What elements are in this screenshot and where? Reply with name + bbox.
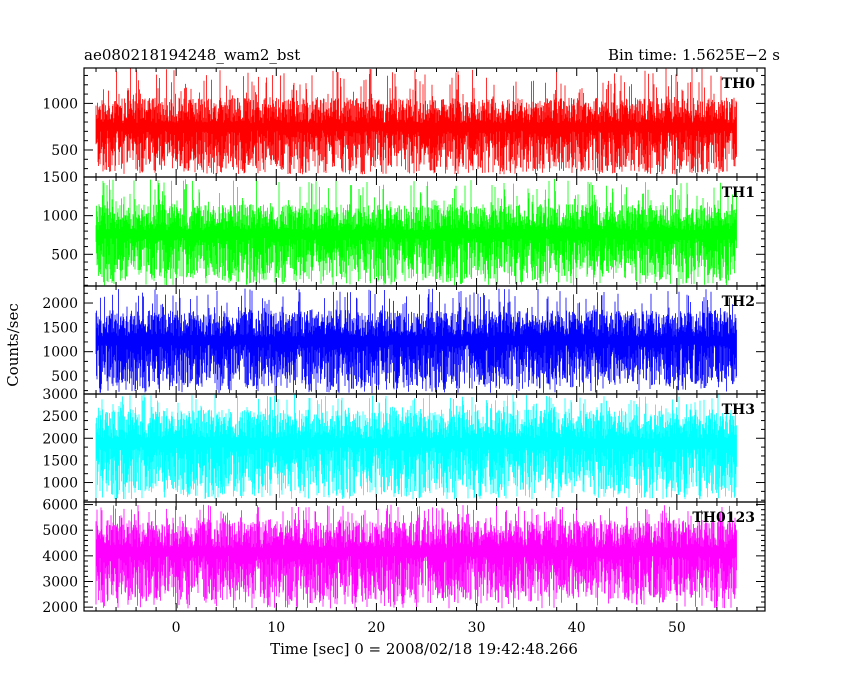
x-axis-label: Time [sec] 0 = 2008/02/18 19:42:48.266	[270, 640, 578, 658]
y-tick-label: 5000	[42, 523, 78, 539]
x-tick-label: 30	[468, 620, 486, 636]
bin-time-label: Bin time: 1.5625E−2 s	[608, 46, 780, 64]
x-tick-labels: 0 10 20 30 40 50	[172, 620, 686, 636]
series-trace-th0123	[95, 504, 737, 609]
panels-group: 500 1000 TH0 500 1000 1500 TH1 500 1000 1500 2000 T…	[42, 67, 766, 616]
y-axis-label: Counts/sec	[4, 303, 22, 387]
y-tick-label: 1000	[42, 345, 78, 361]
y-tick-label: 1500	[42, 320, 78, 336]
y-tick-label: 1500	[42, 170, 78, 186]
y-tick-label: 1500	[42, 453, 78, 469]
panel-th0123: 2000 3000 4000 5000 6000 TH0123	[42, 498, 766, 616]
y-tick-label: 3000	[42, 575, 78, 591]
series-trace-th0	[95, 68, 737, 175]
y-tick-label: 2000	[42, 600, 78, 616]
panel-th0: 500 1000 TH0	[42, 67, 766, 178]
x-tick-label: 20	[368, 620, 386, 636]
panel-label: TH0	[722, 76, 756, 92]
panel-label: TH0123	[692, 510, 755, 526]
y-tick-label: 1000	[42, 209, 78, 225]
y-tick-label: 500	[51, 143, 78, 159]
x-tick-label: 0	[172, 620, 181, 636]
y-tick-label: 4000	[42, 549, 78, 565]
y-tick-label: 500	[51, 369, 78, 385]
panel-th3: 1000 1500 2000 2500 3000 TH3	[42, 387, 766, 503]
series-trace-th1	[95, 178, 737, 286]
series-trace-th2	[95, 288, 737, 393]
y-tick-label: 2500	[42, 409, 78, 425]
panel-frame	[83, 501, 766, 612]
y-tick-label: 2000	[42, 296, 78, 312]
chart-title: ae080218194248_wam2_bst	[84, 46, 300, 64]
panel-label: TH3	[722, 402, 755, 418]
y-tick-label: 2000	[42, 431, 78, 447]
panel-th2: 500 1000 1500 2000 TH2	[42, 285, 766, 395]
y-tick-label: 6000	[42, 498, 78, 514]
panel-label: TH1	[722, 185, 755, 201]
x-tick-label: 10	[267, 620, 285, 636]
y-tick-label: 3000	[42, 387, 78, 403]
y-tick-label: 500	[51, 247, 78, 263]
y-tick-label: 1000	[42, 96, 78, 112]
x-tick-label: 50	[668, 620, 686, 636]
panel-label: TH2	[722, 294, 755, 310]
y-tick-label: 1000	[42, 476, 78, 492]
x-tick-label: 40	[568, 620, 586, 636]
series-trace-th3	[95, 394, 737, 500]
panel-th1: 500 1000 1500 TH1	[42, 170, 766, 287]
